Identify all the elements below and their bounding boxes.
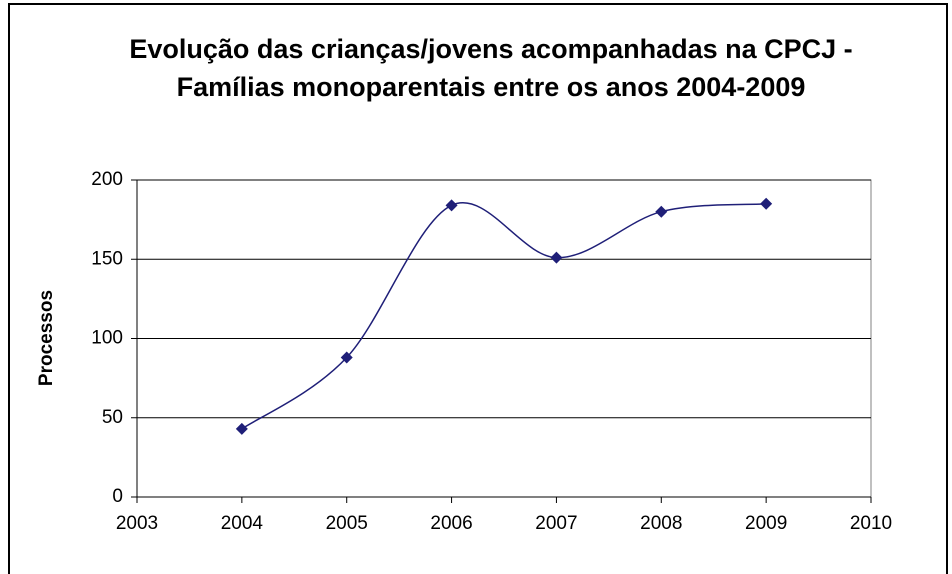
data-point: [445, 199, 458, 212]
y-tick-label: 200: [91, 169, 123, 190]
data-point: [235, 422, 248, 435]
data-point: [655, 205, 668, 218]
x-tick-label: 2009: [745, 513, 787, 534]
data-point: [550, 251, 563, 264]
x-tick-label: 2005: [326, 513, 368, 534]
y-tick-label: 50: [102, 407, 123, 428]
x-tick-label: 2004: [221, 513, 264, 534]
x-tick-label: 2007: [535, 513, 577, 534]
y-tick-label: 0: [112, 486, 123, 507]
y-axis-label: Processos: [36, 290, 57, 386]
chart-frame: [8, 3, 948, 574]
chart-title: Evolução das crianças/jovens acompanhada…: [129, 34, 853, 102]
y-tick-label: 150: [91, 248, 123, 269]
x-tick-label: 2010: [850, 513, 892, 534]
series-line: [241, 202, 767, 430]
data-point: [760, 197, 773, 210]
x-tick-label: 2008: [640, 513, 682, 534]
x-tick-label: 2003: [116, 513, 158, 534]
y-tick-label: 100: [91, 328, 123, 349]
x-tick-label: 2006: [430, 513, 472, 534]
data-point: [340, 351, 353, 364]
